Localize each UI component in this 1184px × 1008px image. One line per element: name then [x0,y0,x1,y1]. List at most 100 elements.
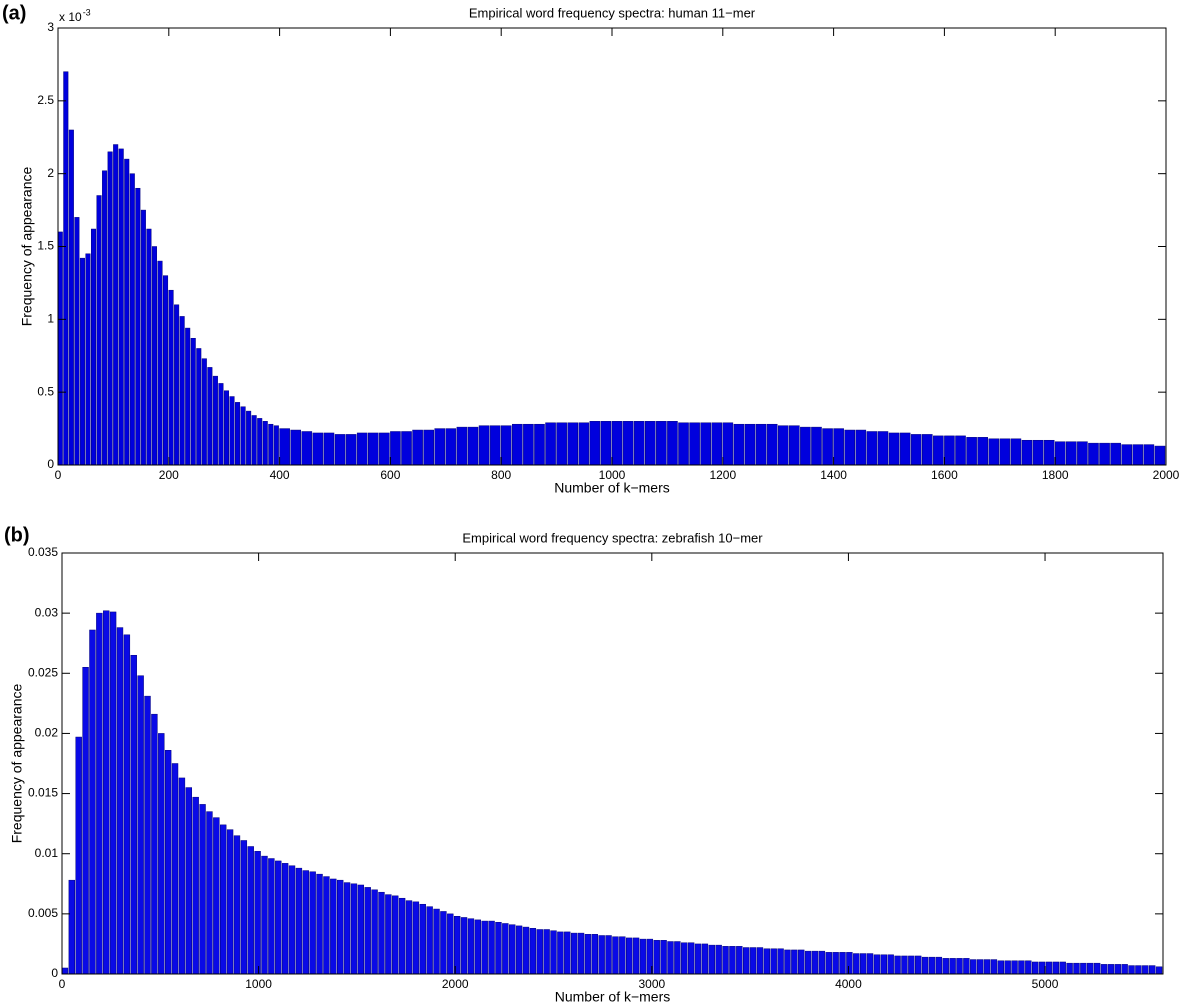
bar [379,432,390,466]
bar [467,426,479,466]
bar [151,246,157,466]
bar [839,952,846,975]
bar [578,422,590,466]
bar [1143,444,1155,466]
bar [268,423,274,466]
bar [600,421,612,466]
bar [999,438,1011,466]
bar [412,901,420,975]
x-tick-label: 1600 [931,468,958,482]
bar [481,920,488,975]
x-tick-label: 400 [270,468,290,482]
bar [933,435,944,466]
bar [1114,964,1121,975]
bar [798,949,805,975]
bar [921,434,933,466]
y-multiplier: x 10 [59,10,82,24]
bar [1148,965,1156,975]
bar [1121,444,1133,466]
bar [1004,960,1011,975]
bar [800,426,811,466]
bar [68,129,74,466]
bar [135,187,141,466]
bar [873,954,881,975]
y-tick-label: 0.005 [28,906,58,920]
bar [103,610,110,975]
bar [545,422,556,466]
bar [687,942,695,975]
x-tick-label: 3000 [638,977,665,991]
bar [935,956,943,975]
bar [295,867,303,975]
bar [146,228,152,466]
bar [515,925,523,975]
bar [866,431,878,466]
bar [107,151,113,466]
bar [1077,441,1088,466]
bar [129,173,135,466]
bar [163,275,169,466]
bar [75,736,82,975]
bar [312,432,324,466]
bar [605,935,612,975]
bar [733,423,745,466]
bar [233,835,241,975]
bar [770,948,777,975]
bar [722,422,734,466]
bar [877,431,889,466]
bar [976,959,984,975]
bar [302,870,309,975]
bar [612,936,619,975]
bar [392,895,399,975]
x-tick-label: 800 [491,468,511,482]
bar [660,940,667,975]
bar [633,421,645,466]
x-axis-label: Number of k−mers [555,989,671,1005]
bar [1011,960,1018,975]
bar [894,955,901,975]
y-tick-label: 0 [47,457,54,471]
bar [855,429,867,466]
bar [598,935,605,975]
bar [977,437,988,466]
bar [453,916,461,975]
bar [811,950,819,975]
bar [1099,442,1110,466]
bar [350,883,358,975]
bar [502,923,509,975]
y-tick-label: 0.02 [35,726,59,740]
bar [130,654,137,975]
bar [1059,961,1066,975]
bar [729,946,736,975]
y-tick-label: 1.5 [37,239,54,253]
bar [419,903,426,975]
bar [447,913,454,975]
bar [337,879,344,975]
bar [456,426,468,466]
bar [644,421,656,466]
bar [899,432,911,466]
bar [556,422,567,466]
bar [632,937,640,975]
y-tick-label: 0.01 [35,846,59,860]
bar [822,428,833,466]
bar [223,390,229,466]
bar [334,434,346,466]
bar [749,947,757,975]
x-tick-label: 1400 [820,468,847,482]
bar [910,434,922,466]
bar [1032,439,1044,466]
bar [970,959,977,975]
y-tick-label: 0.03 [35,605,59,619]
x-tick-label: 200 [159,468,179,482]
bar [220,824,227,975]
bar [1088,442,1099,466]
x-tick-label: 1000 [599,468,626,482]
bar [279,428,290,466]
bar [378,891,385,975]
bar [412,429,423,466]
bar [179,316,185,466]
bar [789,425,800,466]
bar [240,840,248,975]
x-tick-label: 2000 [442,977,469,991]
